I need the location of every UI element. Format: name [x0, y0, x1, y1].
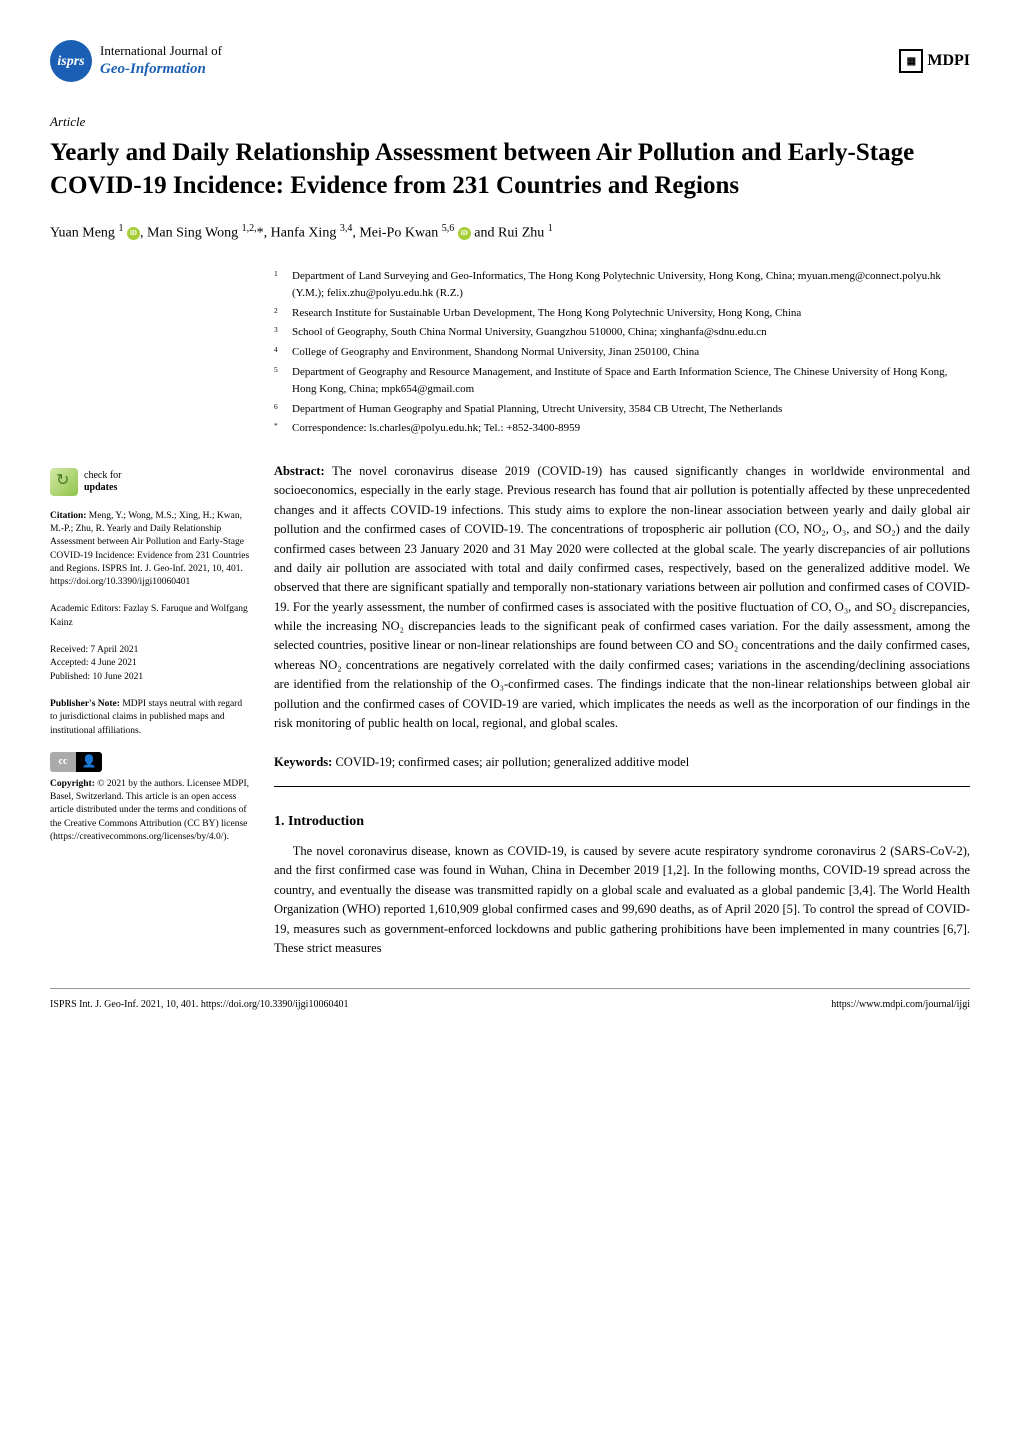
- affiliation-row: 3School of Geography, South China Normal…: [274, 324, 970, 342]
- accepted-date: Accepted: 4 June 2021: [50, 657, 250, 670]
- keywords-label: Keywords:: [274, 755, 332, 769]
- section-1-heading: 1. Introduction: [274, 811, 970, 832]
- main-column: 1Department of Land Surveying and Geo-In…: [274, 268, 970, 959]
- abstract-block: Abstract: The novel coronavirus disease …: [274, 462, 970, 733]
- by-icon: 👤: [76, 752, 102, 772]
- footer-left: ISPRS Int. J. Geo-Inf. 2021, 10, 401. ht…: [50, 997, 348, 1012]
- affiliation-row: 5Department of Geography and Resource Ma…: [274, 364, 970, 399]
- mdpi-text: MDPI: [927, 49, 970, 73]
- affiliation-row: 4College of Geography and Environment, S…: [274, 344, 970, 362]
- header-row: isprs International Journal of Geo-Infor…: [50, 40, 970, 82]
- publishers-note-block: Publisher's Note: MDPI stays neutral wit…: [50, 698, 250, 738]
- journal-name-line2: Geo-Information: [100, 60, 222, 80]
- section-1-para-1: The novel coronavirus disease, known as …: [274, 842, 970, 958]
- check-for-updates[interactable]: check for updates: [50, 468, 250, 496]
- mdpi-logo: ▦ MDPI: [899, 49, 970, 73]
- editors-block: Academic Editors: Fazlay S. Faruque and …: [50, 603, 250, 630]
- page-footer: ISPRS Int. J. Geo-Inf. 2021, 10, 401. ht…: [50, 988, 970, 1012]
- cc-icon: cc: [50, 752, 76, 772]
- citation-label: Citation:: [50, 511, 86, 521]
- check-updates-line2: updates: [84, 482, 121, 494]
- article-title: Yearly and Daily Relationship Assessment…: [50, 136, 970, 204]
- citation-block: Citation: Meng, Y.; Wong, M.S.; Xing, H.…: [50, 510, 250, 590]
- isprs-logo-icon: isprs: [50, 40, 92, 82]
- affiliations-list: 1Department of Land Surveying and Geo-In…: [274, 268, 970, 438]
- pubnote-label: Publisher's Note:: [50, 699, 120, 709]
- affiliation-row: *Correspondence: ls.charles@polyu.edu.hk…: [274, 420, 970, 438]
- journal-logo-block: isprs International Journal of Geo-Infor…: [50, 40, 222, 82]
- affiliation-row: 2Research Institute for Sustainable Urba…: [274, 305, 970, 323]
- authors-list: Yuan Meng 1 , Man Sing Wong 1,2,*, Hanfa…: [50, 221, 970, 244]
- abstract-label: Abstract:: [274, 464, 325, 478]
- editors-label: Academic Editors:: [50, 604, 121, 614]
- sidebar-column: check for updates Citation: Meng, Y.; Wo…: [50, 268, 250, 959]
- footer-right: https://www.mdpi.com/journal/ijgi: [831, 997, 970, 1012]
- copyright-block: cc 👤 Copyright: © 2021 by the authors. L…: [50, 752, 250, 844]
- affiliation-row: 6Department of Human Geography and Spati…: [274, 401, 970, 419]
- check-updates-icon: [50, 468, 78, 496]
- mdpi-icon: ▦: [899, 49, 923, 73]
- journal-name: International Journal of Geo-Information: [100, 43, 222, 79]
- check-updates-line1: check for: [84, 470, 121, 482]
- dates-block: Received: 7 April 2021 Accepted: 4 June …: [50, 644, 250, 684]
- copyright-label: Copyright:: [50, 779, 95, 789]
- cc-by-badge: cc 👤: [50, 752, 102, 772]
- published-date: Published: 10 June 2021: [50, 671, 250, 684]
- affiliation-row: 1Department of Land Surveying and Geo-In…: [274, 268, 970, 303]
- citation-text: Meng, Y.; Wong, M.S.; Xing, H.; Kwan, M.…: [50, 511, 249, 587]
- keywords-block: Keywords: COVID-19; confirmed cases; air…: [274, 753, 970, 787]
- abstract-text: The novel coronavirus disease 2019 (COVI…: [274, 464, 970, 730]
- keywords-text: COVID-19; confirmed cases; air pollution…: [335, 755, 689, 769]
- received-date: Received: 7 April 2021: [50, 644, 250, 657]
- article-type: Article: [50, 112, 970, 132]
- journal-name-line1: International Journal of: [100, 43, 222, 60]
